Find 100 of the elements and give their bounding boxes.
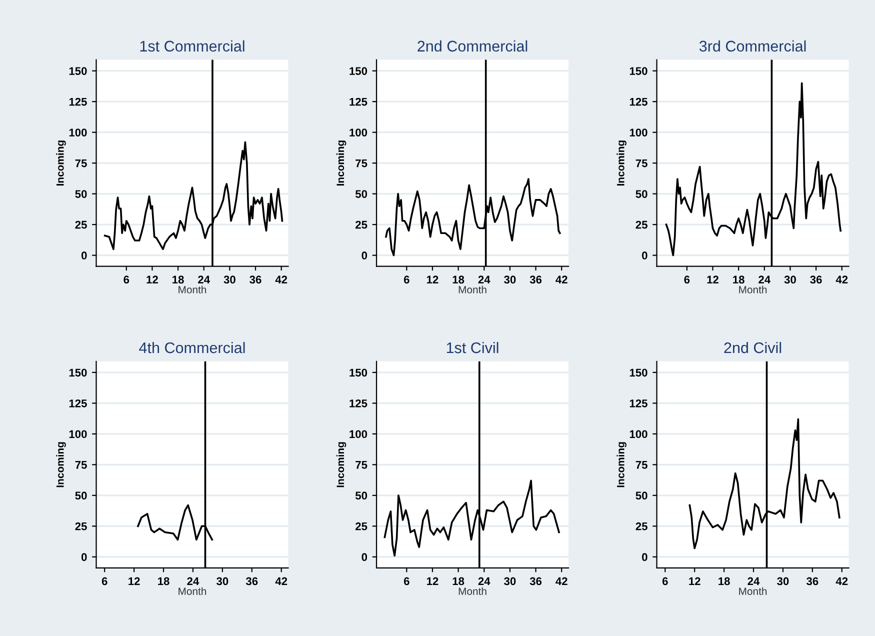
y-tick-label: 100 — [350, 430, 368, 438]
y-tick-label: 50 — [355, 190, 368, 198]
y-axis-title: Incoming — [616, 442, 626, 488]
x-tick-label: 12 — [707, 276, 718, 284]
y-tick-label: 150 — [350, 368, 368, 377]
y-tick-label: 75 — [75, 159, 87, 168]
y-tick-label: 0 — [81, 553, 87, 562]
x-tick-label: 24 — [758, 276, 771, 284]
y-tick-label: 50 — [636, 190, 648, 198]
x-axis-title: Month — [458, 286, 486, 294]
x-tick-label: 12 — [426, 276, 438, 284]
x-tick-label: 30 — [784, 276, 796, 284]
y-tick-label: 50 — [75, 492, 87, 500]
y-tick-label: 100 — [630, 430, 648, 438]
x-tick-label: 18 — [452, 276, 464, 284]
y-tick-label: 100 — [630, 128, 648, 136]
y-axis-title: Incoming — [336, 442, 346, 488]
y-tick-label: 75 — [75, 461, 87, 469]
y-tick-label: 125 — [350, 399, 368, 408]
y-tick-label: 100 — [350, 128, 368, 136]
y-axis-title: Incoming — [56, 442, 66, 488]
y-tick-label: 125 — [630, 399, 648, 408]
x-tick-label: 36 — [806, 577, 818, 586]
x-tick-label: 12 — [689, 577, 700, 586]
y-tick-label: 150 — [630, 368, 648, 377]
x-tick-label: 6 — [404, 577, 410, 586]
x-tick-label: 42 — [836, 276, 848, 284]
x-tick-label: 12 — [426, 577, 438, 586]
y-tick-label: 25 — [636, 220, 648, 229]
chart-title: 2nd Civil — [724, 342, 782, 354]
y-tick-label: 50 — [75, 190, 87, 198]
x-tick-label: 24 — [187, 577, 200, 586]
y-tick-label: 75 — [356, 461, 368, 469]
x-axis-title: Month — [458, 587, 486, 595]
x-axis-title: Month — [178, 286, 206, 294]
y-tick-label: 50 — [355, 492, 368, 500]
y-axis-title: Incoming — [336, 140, 346, 186]
x-tick-label: 12 — [146, 276, 158, 284]
x-tick-label: 36 — [250, 276, 262, 284]
x-tick-label: 24 — [198, 276, 210, 284]
y-axis-title: Incoming — [56, 140, 66, 186]
x-tick-label: 18 — [172, 276, 184, 284]
x-tick-label: 6 — [404, 276, 410, 284]
y-tick-label: 0 — [81, 252, 87, 260]
y-tick-label: 75 — [356, 159, 368, 168]
x-tick-label: 18 — [452, 577, 464, 586]
chart-title: 1st Commercial — [140, 40, 244, 52]
x-tick-label: 36 — [530, 276, 542, 284]
y-tick-label: 125 — [69, 399, 87, 408]
x-tick-label: 42 — [836, 577, 848, 586]
x-tick-label: 30 — [777, 577, 789, 586]
chart-title: 3rd Commercial — [699, 40, 806, 52]
y-tick-label: 100 — [69, 128, 87, 136]
x-tick-label: 42 — [556, 276, 568, 284]
chart-title: 4th Commercial — [139, 342, 245, 354]
y-tick-label: 150 — [350, 67, 368, 75]
y-tick-label: 0 — [362, 252, 368, 260]
x-tick-label: 12 — [128, 577, 140, 586]
y-tick-label: 150 — [69, 368, 87, 377]
y-tick-label: 75 — [636, 159, 648, 168]
x-tick-label: 30 — [504, 276, 516, 284]
x-tick-label: 30 — [224, 276, 236, 284]
x-tick-label: 24 — [478, 276, 490, 284]
y-tick-label: 75 — [636, 461, 648, 469]
y-tick-label: 25 — [636, 522, 648, 530]
x-tick-label: 36 — [810, 276, 822, 284]
x-tick-label: 6 — [124, 276, 130, 284]
x-tick-label: 6 — [662, 577, 668, 586]
x-tick-label: 18 — [733, 276, 744, 284]
y-axis-title: Incoming — [616, 140, 626, 186]
y-tick-label: 0 — [362, 553, 368, 562]
x-tick-label: 30 — [504, 577, 516, 586]
x-tick-label: 36 — [246, 577, 258, 586]
y-tick-label: 125 — [350, 98, 368, 106]
y-tick-label: 125 — [69, 98, 87, 106]
x-tick-label: 42 — [275, 276, 288, 284]
x-axis-title: Month — [739, 587, 767, 595]
y-tick-label: 150 — [69, 67, 87, 75]
x-tick-label: 42 — [556, 577, 568, 586]
y-tick-label: 0 — [642, 252, 648, 260]
x-tick-label: 36 — [530, 577, 542, 586]
x-axis-title: Month — [178, 587, 206, 595]
x-tick-label: 30 — [216, 577, 228, 586]
x-tick-label: 18 — [718, 577, 730, 586]
y-tick-label: 50 — [636, 492, 648, 500]
x-tick-label: 42 — [275, 577, 288, 586]
y-tick-label: 25 — [356, 220, 368, 229]
y-tick-label: 125 — [630, 98, 648, 106]
x-tick-label: 24 — [748, 577, 760, 586]
y-tick-label: 100 — [69, 430, 87, 438]
y-tick-label: 25 — [75, 522, 87, 530]
y-tick-label: 0 — [642, 553, 648, 562]
x-tick-label: 18 — [158, 577, 170, 586]
x-tick-label: 24 — [478, 577, 490, 586]
x-axis-title: Month — [739, 286, 767, 294]
chart-title: 1st Civil — [446, 342, 498, 354]
y-tick-label: 150 — [630, 67, 648, 75]
y-tick-label: 25 — [75, 220, 87, 229]
x-tick-label: 6 — [684, 276, 690, 284]
chart-title: 2nd Commercial — [418, 40, 528, 52]
